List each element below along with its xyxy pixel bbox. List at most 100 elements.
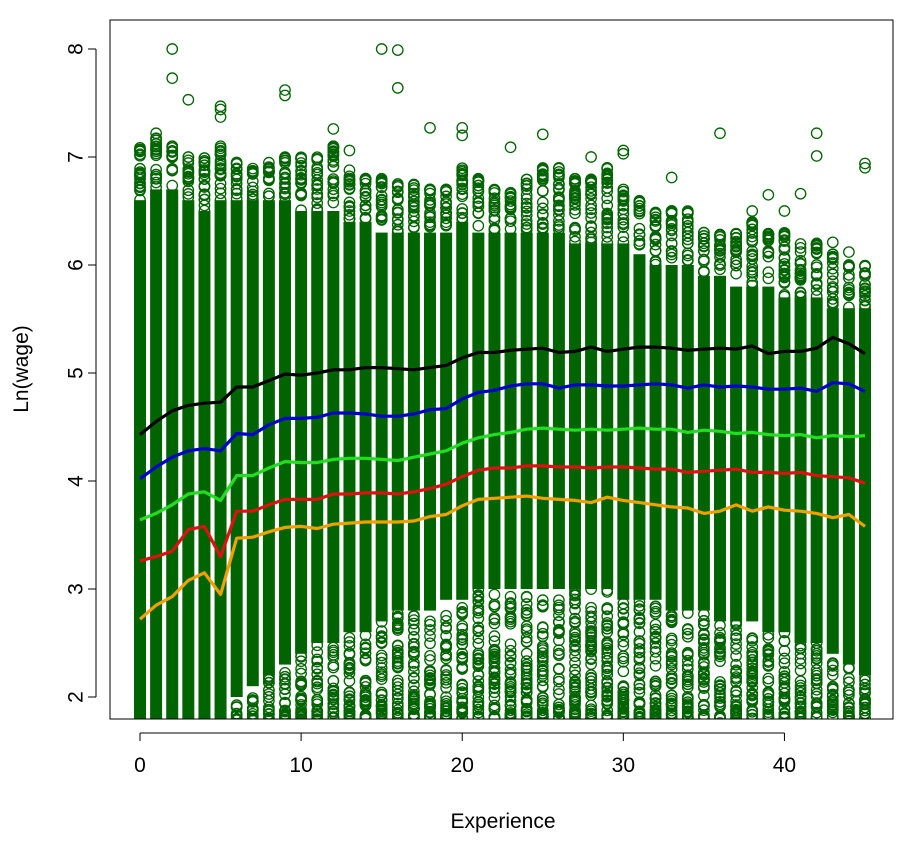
scatter-point xyxy=(327,698,340,710)
scatter-point xyxy=(424,219,436,232)
scatter-point xyxy=(472,196,485,208)
scatter-point xyxy=(440,676,452,689)
scatter-point xyxy=(246,181,259,194)
scatter-point xyxy=(665,245,678,257)
scatter-point xyxy=(601,668,614,681)
scatter-point xyxy=(359,211,372,224)
y-tick-label: 8 xyxy=(65,43,88,55)
scatter-point xyxy=(714,712,726,719)
plot-frame xyxy=(109,19,894,720)
scatter-point xyxy=(665,650,678,663)
outlier-point xyxy=(633,669,646,682)
scatter-point xyxy=(794,238,807,250)
scatter-point xyxy=(375,649,388,662)
scatter-point xyxy=(391,206,404,219)
scatter-point xyxy=(569,221,581,234)
scatter-point xyxy=(424,211,436,224)
scatter-point xyxy=(424,199,436,212)
scatter-point xyxy=(585,675,597,688)
scatter-point xyxy=(424,711,436,719)
scatter-point xyxy=(665,634,678,647)
scatter-point xyxy=(440,609,452,622)
scatter-point xyxy=(424,674,436,687)
scatter-point xyxy=(762,631,775,644)
scatter-point xyxy=(681,265,694,611)
scatter-point xyxy=(843,686,855,699)
scatter-point xyxy=(520,677,533,690)
scatter-point xyxy=(536,674,549,687)
scatter-point xyxy=(359,676,372,688)
scatter-point xyxy=(762,286,775,633)
scatter-point xyxy=(778,635,791,648)
scatter-point xyxy=(472,219,485,232)
scatter-point xyxy=(794,290,807,302)
plot-area xyxy=(134,43,871,719)
scatter-point xyxy=(520,232,533,589)
scatter-point xyxy=(311,211,324,643)
scatter-point xyxy=(246,708,259,719)
scatter-point xyxy=(359,204,372,216)
scatter-point xyxy=(730,704,742,717)
scatter-point xyxy=(182,166,195,178)
scatter-point xyxy=(359,647,372,660)
scatter-point xyxy=(762,649,775,661)
scatter-point xyxy=(810,712,823,719)
scatter-point xyxy=(601,689,614,702)
scatter-point xyxy=(762,250,775,263)
scatter-point xyxy=(246,193,259,205)
scatter-point xyxy=(585,188,597,201)
scatter-point xyxy=(536,594,549,606)
scatter-point xyxy=(214,194,227,206)
scatter-point xyxy=(730,259,742,272)
scatter-point xyxy=(553,712,565,719)
scatter-point xyxy=(488,644,501,657)
scatter-point xyxy=(681,678,694,691)
scatter-point xyxy=(826,296,839,309)
scatter-point xyxy=(488,710,501,719)
scatter-point xyxy=(746,227,759,239)
scatter-point xyxy=(375,625,388,637)
scatter-point xyxy=(150,163,162,176)
outlier-point xyxy=(843,246,855,258)
scatter-point xyxy=(408,624,420,636)
scatter-point xyxy=(504,590,517,603)
scatter-point xyxy=(456,162,469,175)
scatter-point xyxy=(730,240,742,253)
scatter-point xyxy=(263,156,275,169)
scatter-point xyxy=(536,232,549,589)
scatter-point xyxy=(520,647,533,660)
scatter-point xyxy=(746,689,759,702)
scatter-point xyxy=(810,284,823,296)
scatter-point xyxy=(263,161,275,173)
scatter-point xyxy=(295,707,307,719)
scatter-point xyxy=(230,192,243,205)
scatter-point xyxy=(504,615,517,628)
scatter-point xyxy=(665,662,678,675)
scatter-point xyxy=(601,243,614,589)
scatter-point xyxy=(714,275,726,622)
scatter-point xyxy=(456,620,469,632)
scatter-point xyxy=(375,694,388,706)
scatter-point xyxy=(230,187,243,200)
scatter-point xyxy=(826,690,839,703)
scatter-point xyxy=(504,212,517,225)
scatter-point xyxy=(778,234,791,246)
scatter-point xyxy=(730,658,742,671)
scatter-point xyxy=(778,252,791,265)
scatter-point xyxy=(617,230,630,243)
scatter-point xyxy=(327,712,340,719)
scatter-point xyxy=(134,162,146,175)
scatter-point xyxy=(810,677,823,690)
scatter-point xyxy=(279,682,291,695)
scatter-point xyxy=(343,664,356,676)
outlier-point xyxy=(810,127,823,140)
scatter-point xyxy=(810,290,823,302)
scatter-point xyxy=(601,213,614,226)
scatter-point xyxy=(408,210,420,223)
scatter-point xyxy=(553,199,565,212)
scatter-point xyxy=(391,674,404,687)
scatter-point xyxy=(166,714,178,719)
scatter-point xyxy=(440,216,452,229)
outlier-point xyxy=(214,111,227,123)
scatter-point xyxy=(150,149,162,162)
